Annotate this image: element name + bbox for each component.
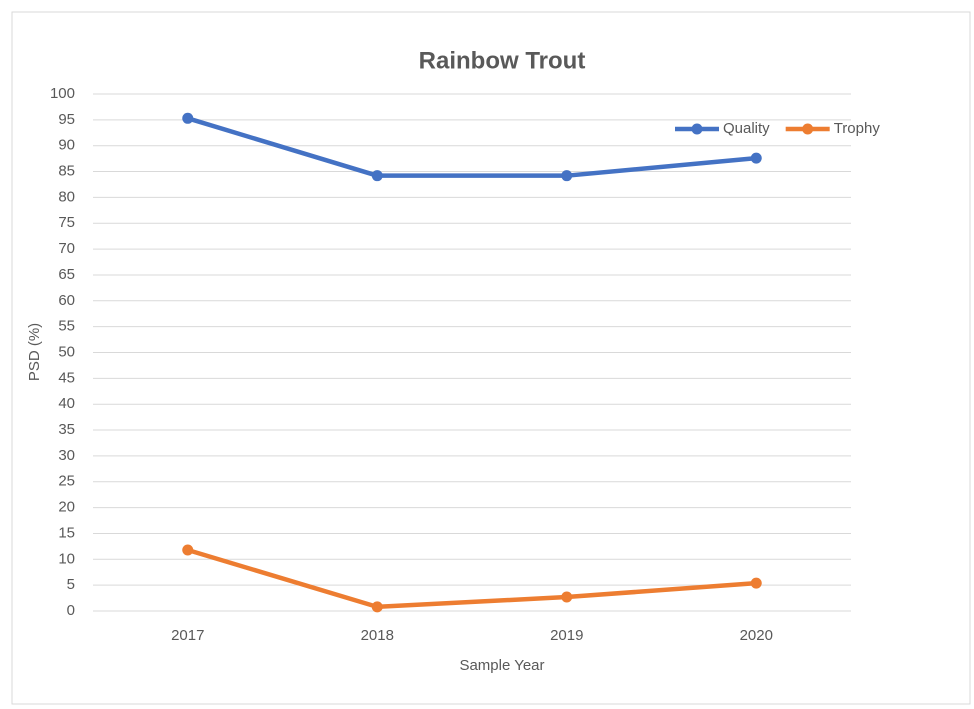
y-tick-label: 90: [58, 137, 75, 154]
data-point: [371, 170, 383, 182]
legend-marker: [802, 123, 814, 135]
y-tick-label: 15: [58, 524, 75, 541]
x-tick-label: 2017: [171, 627, 204, 644]
chart-title: Rainbow Trout: [419, 47, 586, 74]
x-tick-label: 2019: [550, 627, 583, 644]
y-tick-label: 20: [58, 499, 75, 516]
data-point: [561, 170, 573, 182]
data-point: [182, 544, 194, 556]
data-point: [182, 112, 194, 124]
y-tick-label: 5: [67, 576, 75, 593]
x-tick-label: 2018: [361, 627, 394, 644]
data-point: [561, 591, 573, 603]
y-tick-label: 50: [58, 343, 75, 360]
legend-label: Quality: [723, 120, 770, 137]
series-line: [187, 547, 757, 610]
data-point: [371, 601, 383, 613]
y-tick-label: 95: [58, 111, 75, 128]
series-line: [187, 116, 757, 178]
y-axis-label: PSD (%): [26, 323, 43, 381]
y-tick-label: 60: [58, 292, 75, 309]
y-tick-label: 30: [58, 447, 75, 464]
y-tick-label: 80: [58, 188, 75, 205]
y-tick-label: 85: [58, 163, 75, 180]
data-point: [750, 152, 762, 164]
legend-label: Trophy: [834, 120, 881, 137]
y-tick-label: 75: [58, 214, 75, 231]
y-tick-label: 45: [58, 369, 75, 386]
x-axis-label: Sample Year: [459, 657, 544, 674]
y-tick-label: 25: [58, 473, 75, 490]
y-tick-label: 35: [58, 421, 75, 438]
y-tick-label: 70: [58, 240, 75, 257]
legend-marker: [691, 123, 703, 135]
y-tick-label: 65: [58, 266, 75, 283]
data-point: [750, 577, 762, 589]
y-tick-label: 100: [50, 85, 75, 102]
y-tick-label: 55: [58, 318, 75, 335]
y-tick-label: 10: [58, 550, 75, 567]
y-tick-label: 40: [58, 395, 75, 412]
x-tick-label: 2020: [740, 627, 773, 644]
y-tick-label: 0: [67, 602, 75, 619]
